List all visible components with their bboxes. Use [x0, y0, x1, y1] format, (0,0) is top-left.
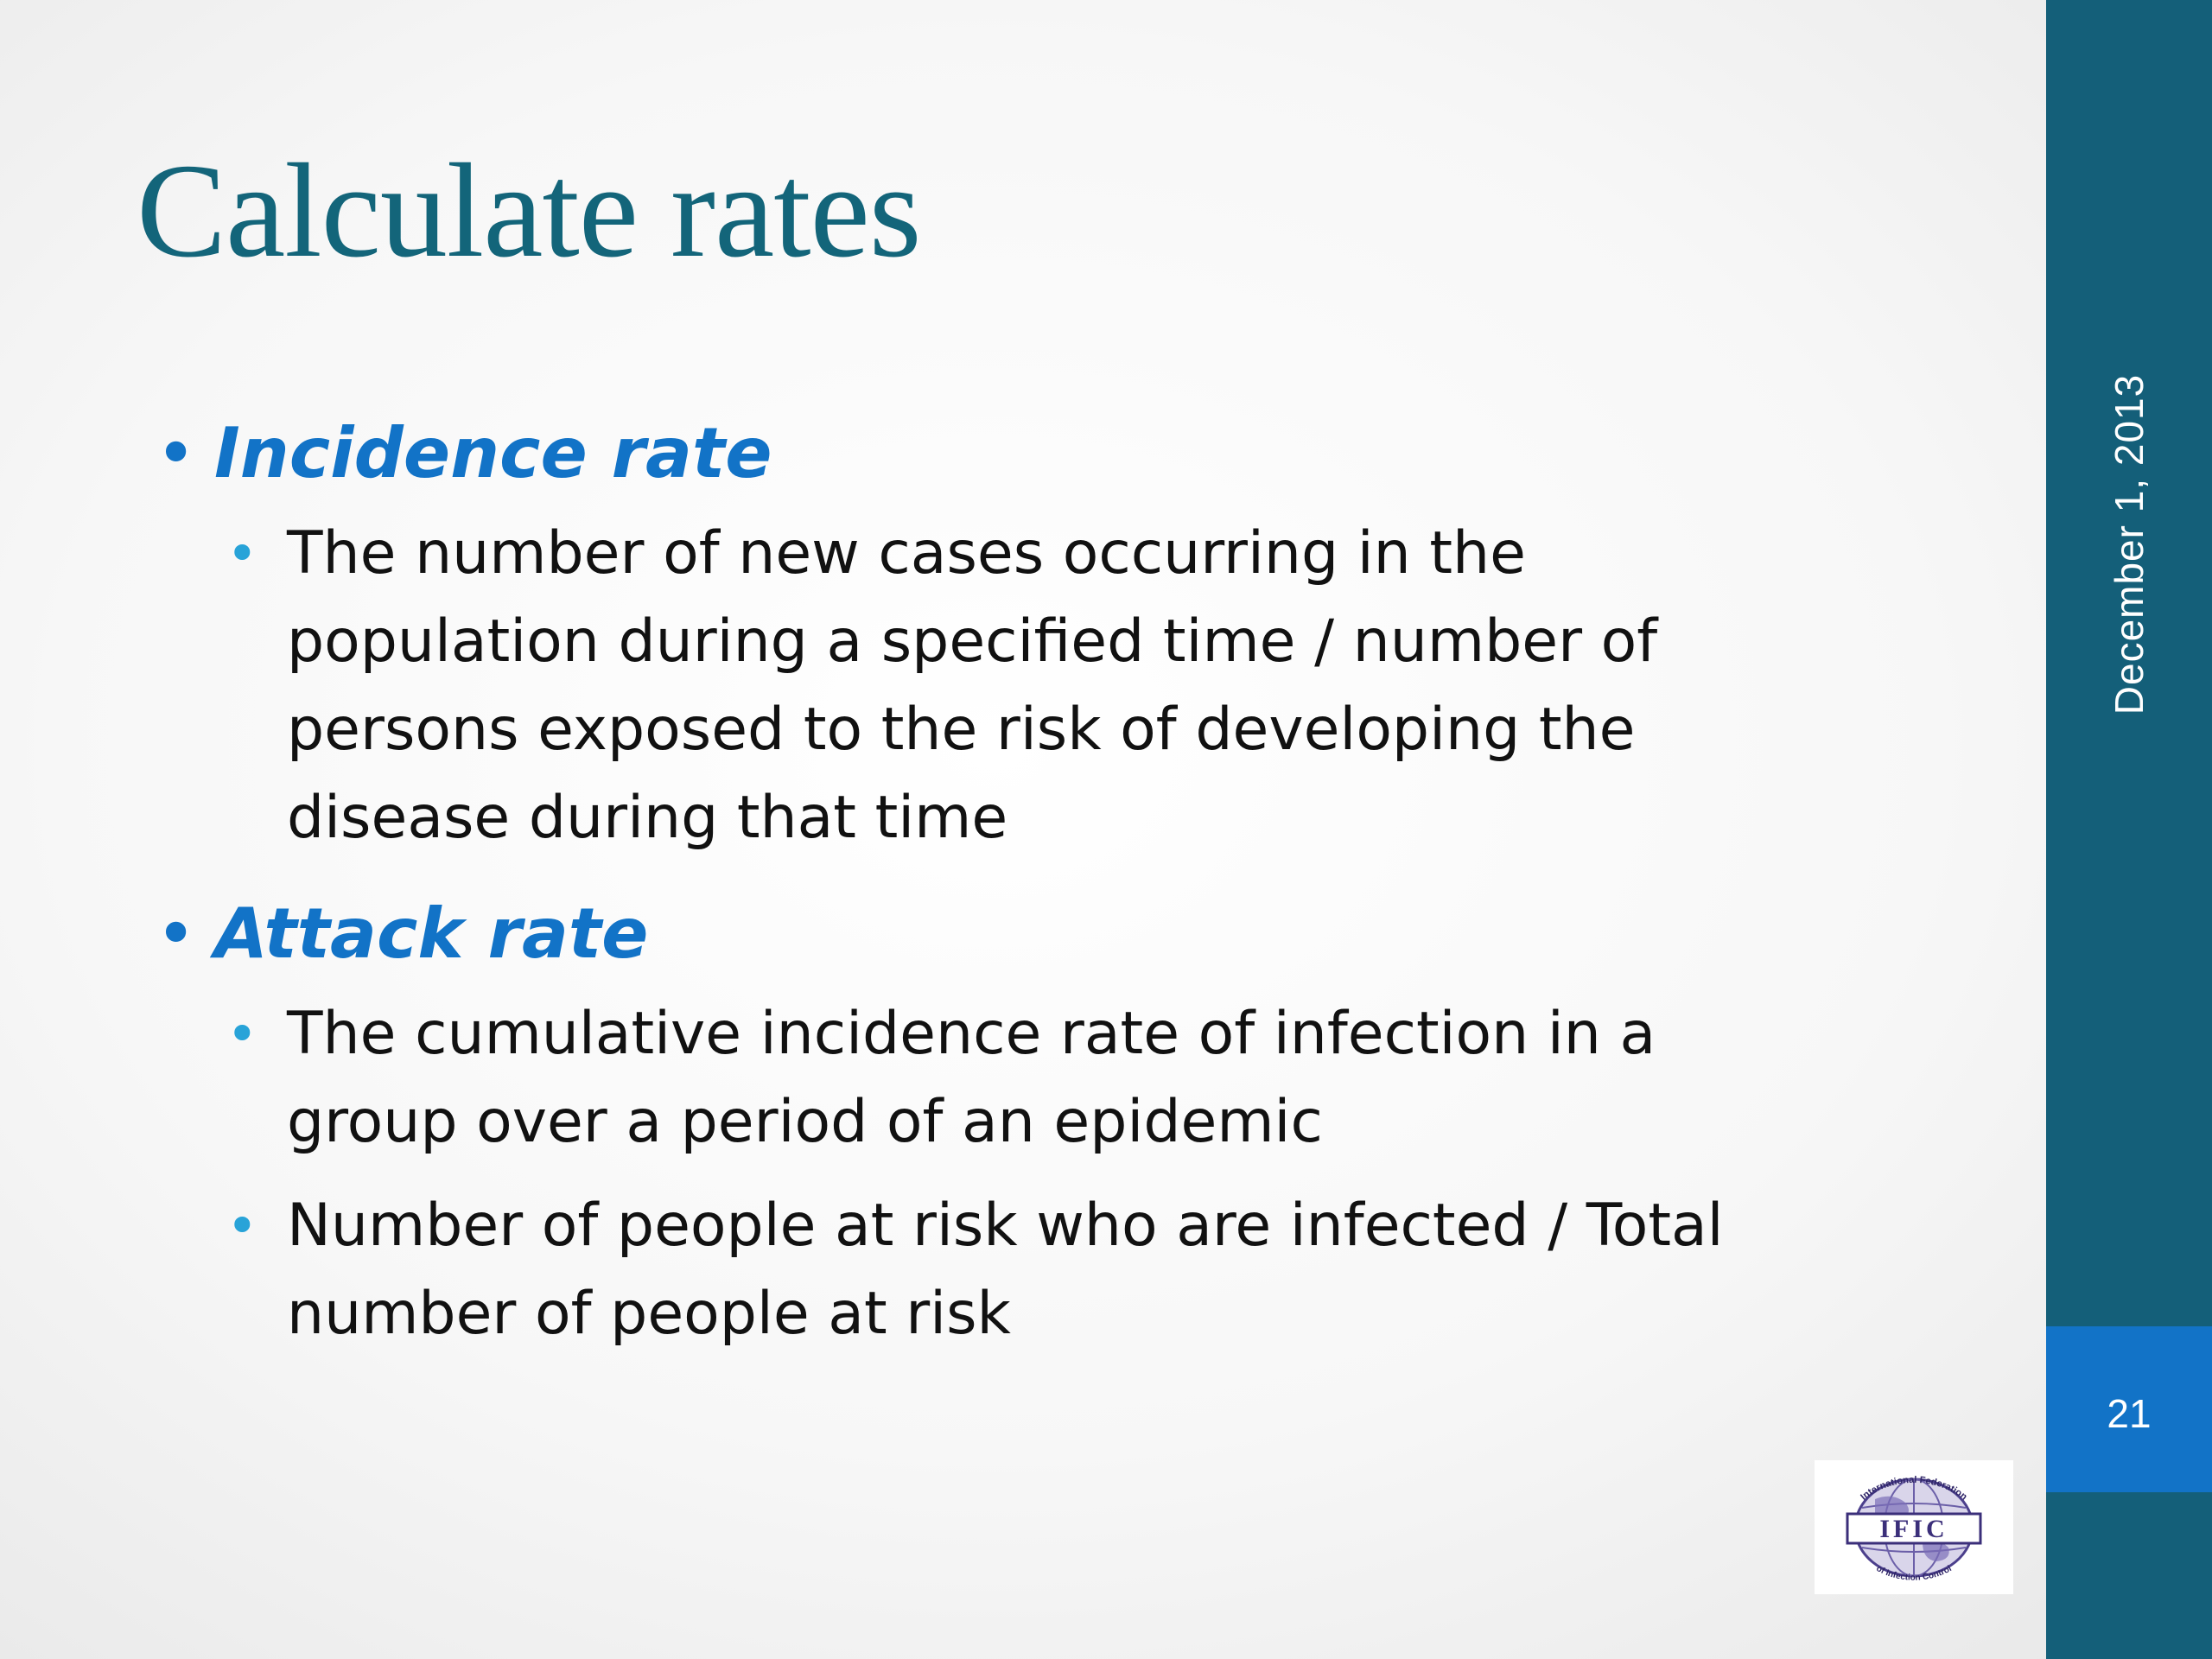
sub-bullet-attack-formula: • Number of people at risk who are infec…: [226, 1182, 1797, 1358]
attack-formula-text: Number of people at risk who are infecte…: [287, 1192, 1724, 1348]
slide-content: • Incidence rate • The number of new cas…: [156, 406, 1797, 1374]
attack-definition-text: The cumulative incidence rate of infecti…: [287, 1000, 1656, 1156]
sub-bullet-dot: •: [226, 1194, 258, 1257]
bullet-dot: •: [156, 893, 197, 974]
bullet-incidence-rate: • Incidence rate: [156, 406, 1797, 501]
page-number-box: 21: [2046, 1326, 2212, 1492]
slide-date: December 1, 2013: [2107, 373, 2152, 715]
date-container: December 1, 2013: [2046, 328, 2212, 760]
heading-incidence-rate: Incidence rate: [214, 413, 772, 493]
incidence-definition-text: The number of new cases occurring in the…: [287, 519, 1658, 852]
slide: Calculate rates • Incidence rate • The n…: [137, 136, 2013, 1594]
sub-bullet-attack-definition: • The cumulative incidence rate of infec…: [226, 990, 1797, 1166]
slide-title: Calculate rates: [137, 136, 922, 285]
sub-bullet-dot: •: [226, 522, 258, 585]
heading-attack-rate: Attack rate: [214, 893, 649, 974]
sub-bullet-incidence-definition: • The number of new cases occurring in t…: [226, 510, 1797, 862]
ific-logo: IFIC International Federation of Infecti…: [1815, 1460, 2013, 1594]
page-number: 21: [2107, 1391, 2152, 1436]
sub-bullet-dot: •: [226, 1002, 258, 1065]
globe-logo-icon: IFIC International Federation of Infecti…: [1846, 1475, 1982, 1583]
logo-acronym: IFIC: [1879, 1515, 1948, 1543]
bullet-dot: •: [156, 413, 197, 493]
bullet-attack-rate: • Attack rate: [156, 887, 1797, 982]
